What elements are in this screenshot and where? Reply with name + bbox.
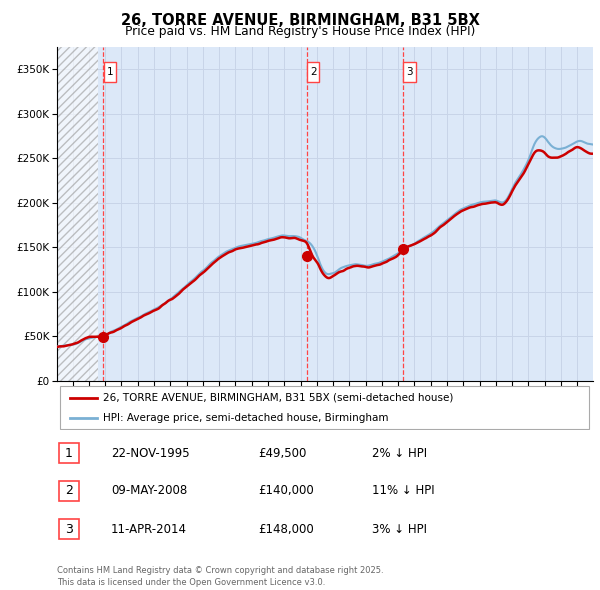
- Text: 3: 3: [65, 523, 73, 536]
- Text: £49,500: £49,500: [258, 447, 307, 460]
- FancyBboxPatch shape: [104, 63, 116, 82]
- Text: £140,000: £140,000: [258, 484, 314, 497]
- Text: 2% ↓ HPI: 2% ↓ HPI: [372, 447, 427, 460]
- FancyBboxPatch shape: [59, 386, 589, 428]
- Text: 26, TORRE AVENUE, BIRMINGHAM, B31 5BX (semi-detached house): 26, TORRE AVENUE, BIRMINGHAM, B31 5BX (s…: [103, 393, 453, 402]
- FancyBboxPatch shape: [59, 519, 79, 539]
- Text: 09-MAY-2008: 09-MAY-2008: [111, 484, 187, 497]
- Text: 2: 2: [310, 67, 317, 77]
- FancyBboxPatch shape: [59, 443, 79, 463]
- Text: 22-NOV-1995: 22-NOV-1995: [111, 447, 190, 460]
- Text: Contains HM Land Registry data © Crown copyright and database right 2025.
This d: Contains HM Land Registry data © Crown c…: [57, 566, 383, 587]
- Text: 3% ↓ HPI: 3% ↓ HPI: [372, 523, 427, 536]
- Text: HPI: Average price, semi-detached house, Birmingham: HPI: Average price, semi-detached house,…: [103, 414, 388, 424]
- Text: 1: 1: [65, 447, 73, 460]
- Text: £148,000: £148,000: [258, 523, 314, 536]
- FancyBboxPatch shape: [403, 63, 416, 82]
- Text: 26, TORRE AVENUE, BIRMINGHAM, B31 5BX: 26, TORRE AVENUE, BIRMINGHAM, B31 5BX: [121, 13, 479, 28]
- Text: 11-APR-2014: 11-APR-2014: [111, 523, 187, 536]
- Text: Price paid vs. HM Land Registry's House Price Index (HPI): Price paid vs. HM Land Registry's House …: [125, 25, 475, 38]
- Text: 2: 2: [65, 484, 73, 497]
- Text: 11% ↓ HPI: 11% ↓ HPI: [372, 484, 434, 497]
- Text: 1: 1: [106, 67, 113, 77]
- FancyBboxPatch shape: [307, 63, 319, 82]
- FancyBboxPatch shape: [59, 481, 79, 501]
- Text: 3: 3: [406, 67, 413, 77]
- Bar: [57, 47, 98, 381]
